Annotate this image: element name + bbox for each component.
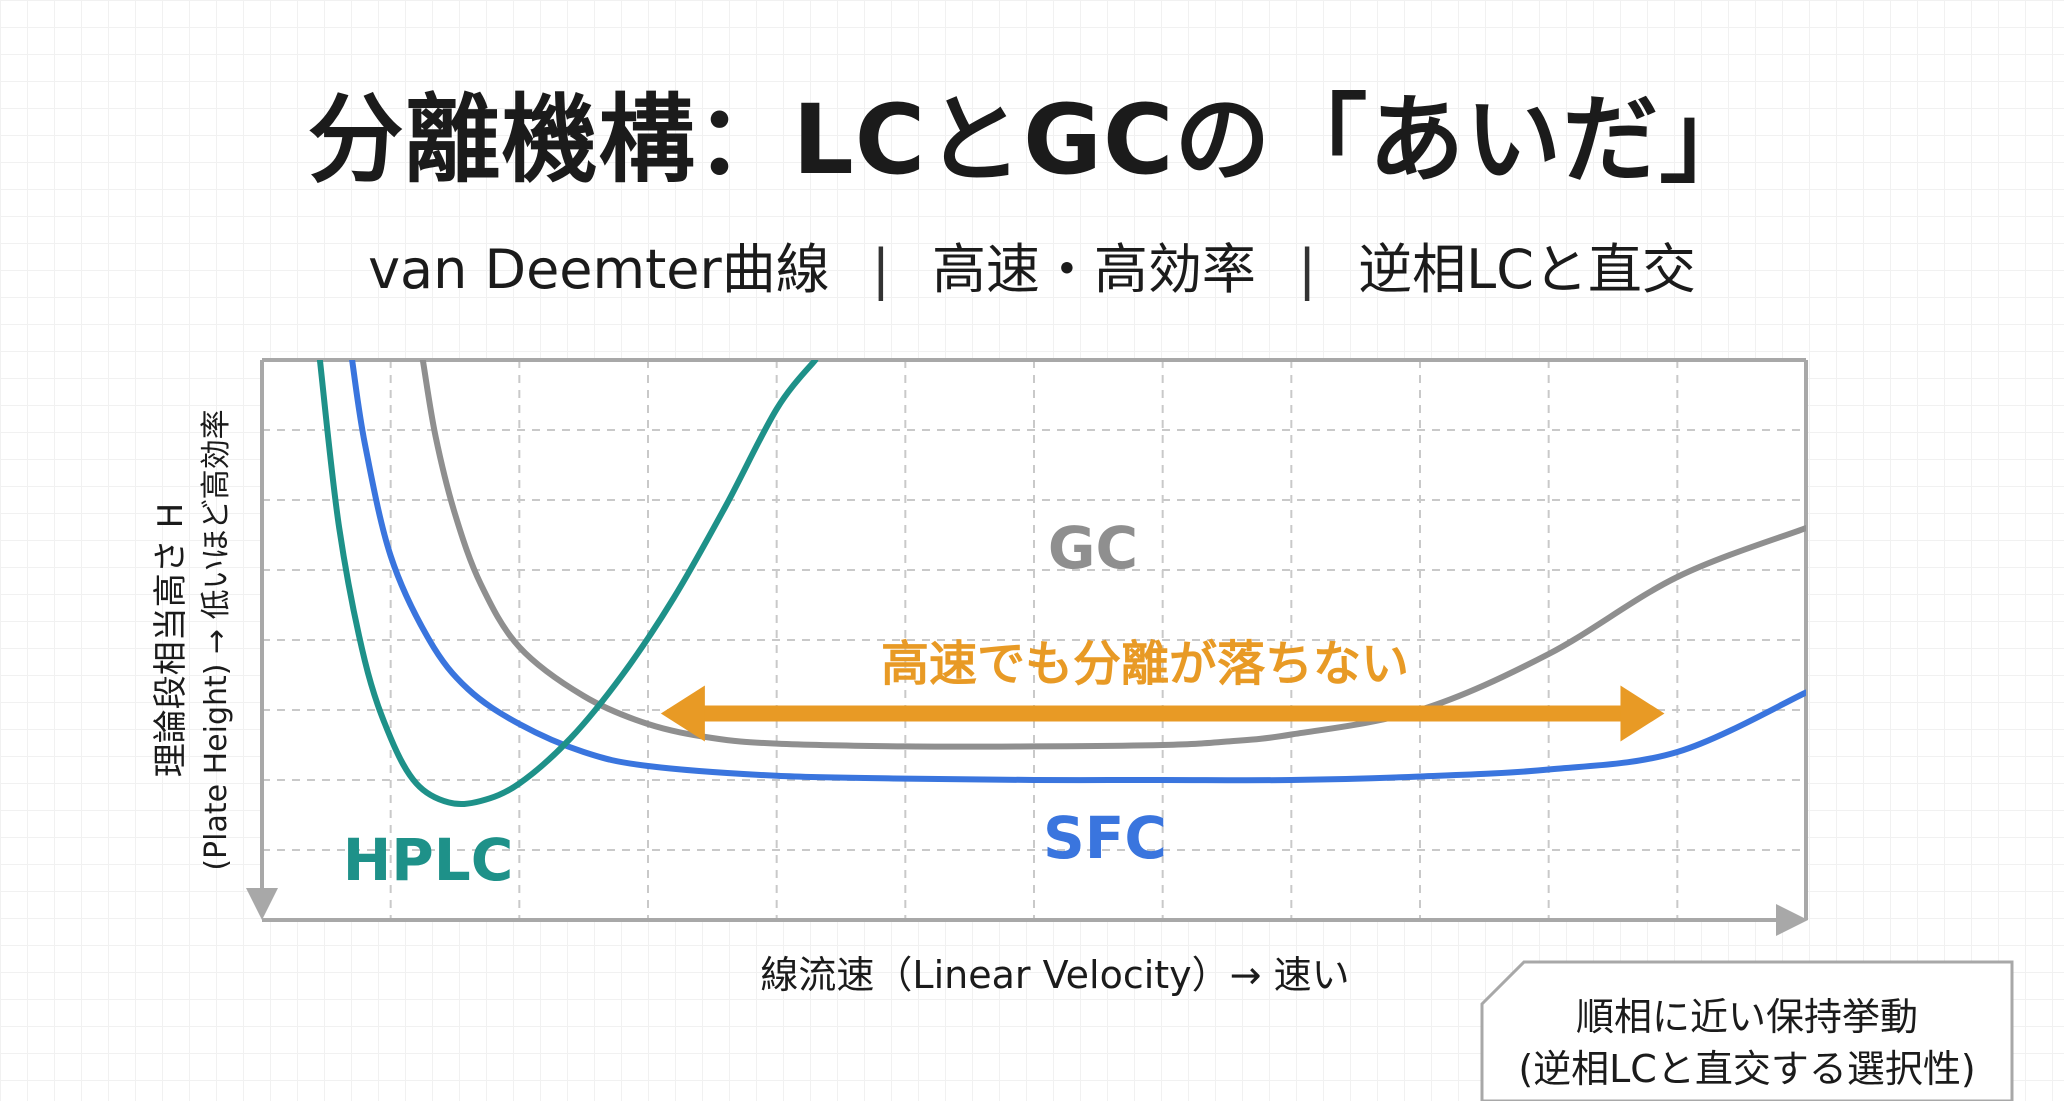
y-axis-label-group: 理論段相当高さ H (Plate Height) → 低いほど高効率 xyxy=(151,409,234,870)
series-label-sfc: SFC xyxy=(1043,804,1167,872)
series-line-hplc xyxy=(316,360,819,808)
note-box-frame xyxy=(1480,960,2014,1101)
subtitle-separator: | xyxy=(871,238,890,301)
series-label-hplc: HPLC xyxy=(343,826,514,894)
series-label-gc: GC xyxy=(1048,514,1138,582)
subtitle-separator: | xyxy=(1297,238,1317,301)
note-line-1: 順相に近い保持挙動 xyxy=(1575,995,1918,1039)
note-line-2: (逆相LCと直交する選択性) xyxy=(1518,1047,1976,1091)
subtitle-item-van-deemter: van Deemter曲線 xyxy=(368,238,830,301)
chart-title: 分離機構：LCとGCの「あいだ」 xyxy=(307,84,1757,196)
y-axis-sublabel: (Plate Height) → 低いほど高効率 xyxy=(199,409,234,870)
series-line-sfc xyxy=(349,360,1806,784)
series-line-gc xyxy=(419,360,1806,750)
annotation-arrow xyxy=(660,685,1665,742)
subtitle-item-orthogonal: 逆相LCと直交 xyxy=(1358,238,1696,301)
x-axis-arrowhead xyxy=(1776,904,1808,936)
y-axis-arrowhead xyxy=(246,888,278,920)
annotation-arrowhead-right xyxy=(1620,685,1665,742)
axes xyxy=(246,358,1808,936)
x-axis-label: 線流速（Linear Velocity）→ 速い xyxy=(760,953,1349,997)
note-box: 順相に近い保持挙動 (逆相LCと直交する選択性) xyxy=(1480,960,2014,1101)
annotation-arrowhead-left xyxy=(660,685,705,742)
subtitle: van Deemter曲線 | 高速・高効率 | 逆相LCと直交 xyxy=(0,225,2064,304)
y-axis-label: 理論段相当高さ H xyxy=(151,503,191,777)
annotation-label: 高速でも分離が落ちない xyxy=(881,636,1409,692)
subtitle-item-speed: 高速・高効率 xyxy=(931,238,1256,301)
